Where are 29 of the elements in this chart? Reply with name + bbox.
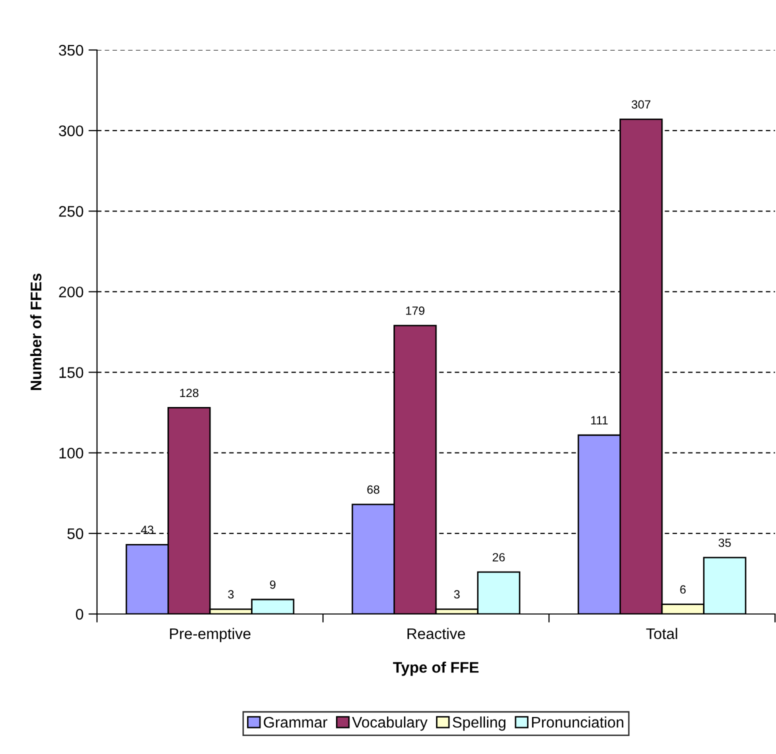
x-tick-label: Pre-emptive	[170, 628, 250, 642]
y-tick-label: 350	[58, 44, 84, 56]
data-label: 6	[680, 585, 686, 594]
data-label: 3	[454, 590, 460, 598]
data-label: 35	[718, 538, 731, 547]
legend-label: Grammar	[264, 716, 328, 728]
y-tick-label: 250	[59, 206, 84, 217]
legend-label: Vocabulary	[352, 716, 428, 731]
y-tick-label: 0	[76, 608, 84, 620]
y-tick-label: 50	[67, 528, 84, 540]
data-label: 3	[228, 590, 234, 598]
data-label: 179	[406, 306, 424, 315]
y-tick-label: 150	[59, 367, 84, 378]
y-axis-title: Number of FFEs	[30, 274, 42, 390]
data-label: 128	[180, 388, 198, 398]
legend-label: Pronunciation	[532, 716, 624, 728]
y-tick-label: 100	[59, 448, 84, 459]
y-tick-label: 300	[58, 125, 84, 136]
data-label: 307	[632, 100, 650, 109]
data-label: 26	[492, 553, 505, 562]
y-tick-label: 200	[59, 286, 84, 298]
data-label: 43	[140, 526, 154, 534]
data-label: 9	[270, 580, 276, 589]
x-axis-title: Type of FFE	[393, 662, 479, 676]
data-label: 68	[367, 485, 380, 494]
data-label: 111	[591, 416, 608, 424]
x-tick-label: Reactive	[408, 628, 466, 640]
legend-label: Spelling	[452, 716, 506, 731]
x-tick-label: Total	[646, 628, 678, 640]
